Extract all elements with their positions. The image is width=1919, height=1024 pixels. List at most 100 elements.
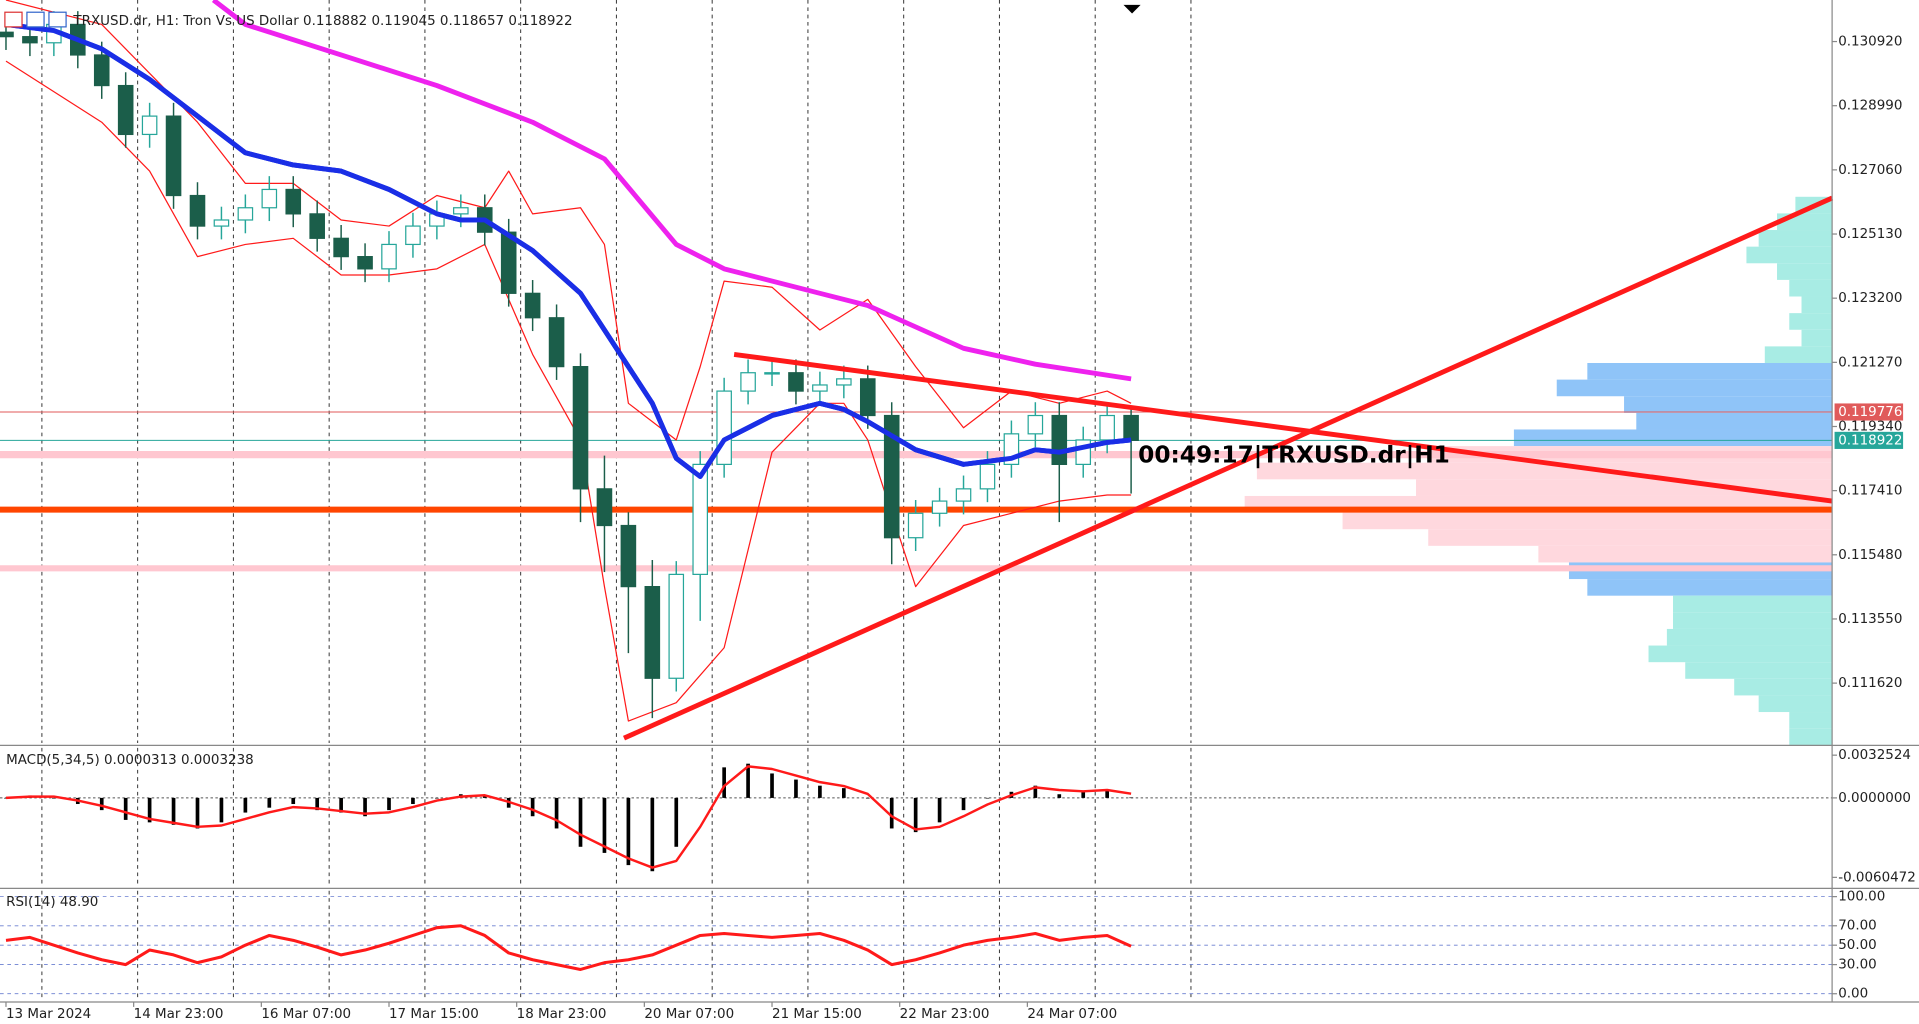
profile-bar: [1342, 512, 1833, 530]
profile-bar: [1789, 313, 1833, 330]
macd-bar: [626, 797, 631, 866]
candle-body: [1027, 414, 1044, 435]
profile-bar: [1538, 545, 1833, 563]
price-label-box: [1834, 403, 1904, 421]
candle-body: [285, 188, 302, 215]
macd-bar: [1129, 797, 1133, 799]
y-tick-label: 100.00: [1838, 890, 1885, 905]
y-tick-label: 50.00: [1838, 938, 1877, 953]
macd-title: MACD(5,34,5) 0.0000313 0.0003238: [6, 753, 254, 768]
candle-body: [859, 378, 876, 417]
macd-bar: [52, 797, 56, 799]
candle-body: [22, 36, 38, 44]
signal-line: [5, 765, 1132, 869]
trendline: [623, 195, 1834, 741]
y-tick-label: 0.00: [1838, 987, 1868, 1002]
macd-bar: [650, 797, 655, 872]
y-tick-label: 0.123200: [1838, 291, 1902, 306]
profile-bar: [1777, 213, 1833, 231]
candle-body: [764, 372, 780, 375]
profile-bar: [1636, 412, 1833, 430]
x-tick-label: 24 Mar 07:00: [1027, 1007, 1117, 1022]
y-tick-label: 0.111620: [1838, 676, 1902, 691]
candle-body: [907, 512, 924, 539]
y-tick-label: 0.113550: [1838, 612, 1902, 627]
candle-body: [117, 84, 134, 136]
macd-bar: [746, 763, 750, 798]
macd-bar: [147, 797, 152, 823]
macd-bar: [1057, 794, 1062, 798]
profile-bar: [1734, 678, 1833, 696]
macd-bar: [219, 797, 224, 823]
profile-bar: [1587, 362, 1833, 380]
y-tick-label: 0.121270: [1838, 355, 1902, 370]
macd-bar: [291, 797, 296, 805]
macd-bar: [339, 797, 343, 813]
candle-body: [740, 372, 756, 392]
icon-part: [26, 11, 45, 28]
y-tick-label: 0.115480: [1838, 548, 1902, 563]
macd-bar: [99, 797, 104, 811]
profile-bar: [1587, 579, 1833, 596]
candle-body: [524, 292, 541, 319]
macd-bar: [865, 797, 870, 799]
macd-bar: [530, 797, 535, 817]
macd-bar: [267, 797, 272, 808]
x-tick-label: 16 Mar 07:00: [261, 1007, 351, 1022]
y-tick-label: 0.127060: [1838, 163, 1902, 178]
macd-bar: [315, 797, 320, 811]
profile-bar: [1673, 612, 1833, 629]
candle-body: [1099, 414, 1115, 441]
chart-title: TRXUSD.dr, H1: Tron Vs US Dollar 0.11888…: [72, 14, 572, 29]
macd-bar: [1105, 789, 1109, 798]
macd-bar: [195, 797, 200, 829]
y-tick-label: 0.130920: [1838, 35, 1902, 50]
y-tick-label: 0.0032524: [1838, 748, 1911, 763]
indicator-line: [211, 0, 1132, 382]
candle-body: [333, 237, 349, 258]
macd-bar: [889, 797, 894, 829]
candle-body: [812, 384, 828, 392]
macd-bar: [411, 797, 415, 805]
candle-body: [381, 243, 397, 270]
y-tick-label: 0.119340: [1838, 419, 1902, 434]
macd-bar: [602, 797, 607, 853]
candle-body: [0, 31, 14, 38]
macd-bar: [171, 797, 176, 825]
profile-bar: [1758, 230, 1833, 247]
macd-bar: [842, 788, 846, 798]
candle-body: [357, 256, 373, 270]
macd-bar: [363, 797, 367, 817]
x-tick-label: 21 Mar 15:00: [772, 1007, 862, 1022]
profile-bar: [1789, 712, 1833, 729]
rsi-line: [5, 924, 1132, 971]
macd-bar: [698, 797, 703, 799]
trendline: [733, 351, 1833, 504]
profile-bar: [1673, 595, 1833, 613]
icon-part: [48, 11, 67, 28]
y-tick-label: 0.117410: [1838, 484, 1902, 499]
x-tick-label: 14 Mar 23:00: [134, 1007, 224, 1022]
macd-bar: [722, 767, 726, 798]
profile-bar: [1746, 246, 1833, 264]
y-tick-label: 70.00: [1838, 919, 1877, 934]
macd-bar: [435, 797, 439, 799]
price-label: 0.119776: [1838, 405, 1902, 420]
macd-bar: [123, 797, 128, 820]
macd-bar: [770, 773, 774, 798]
y-tick-label: 0.0000000: [1838, 791, 1911, 806]
candle-body: [620, 524, 637, 588]
macd-bar: [387, 797, 391, 811]
candle-body: [931, 500, 948, 514]
candle-body: [1075, 439, 1092, 465]
candle-body: [716, 390, 732, 465]
macd-bar: [578, 797, 583, 847]
icon-part: [4, 11, 23, 28]
profile-bar: [1556, 379, 1833, 397]
x-tick-label: 13 Mar 2024: [6, 1007, 91, 1022]
candle-body: [548, 317, 565, 368]
candle-body: [836, 378, 852, 386]
y-tick-label: 0.125130: [1838, 227, 1902, 242]
